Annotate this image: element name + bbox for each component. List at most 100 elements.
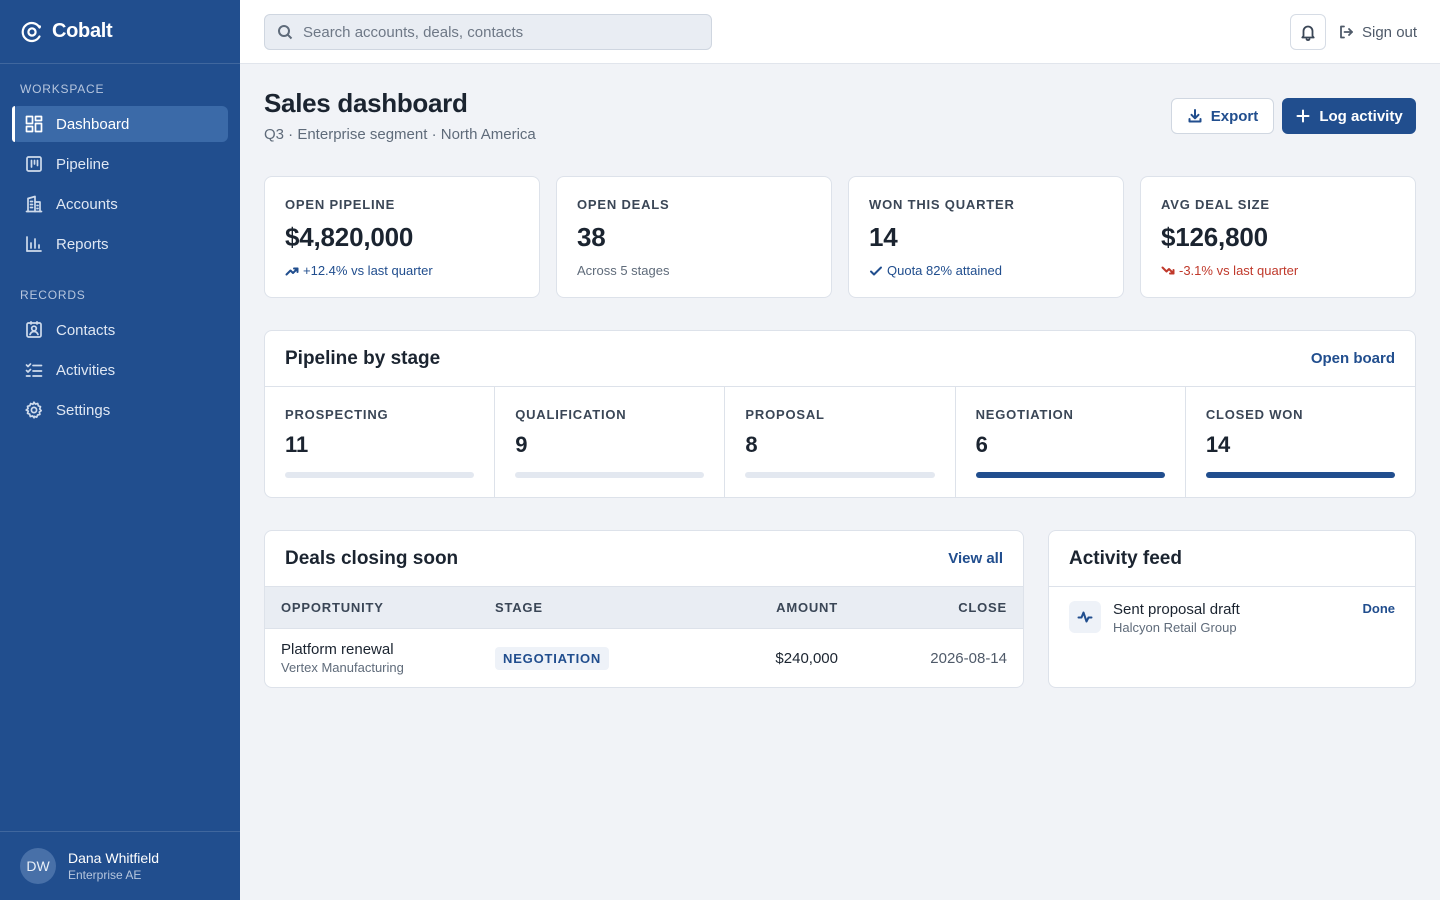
export-button[interactable]: Export: [1171, 98, 1274, 134]
notifications-button[interactable]: [1290, 14, 1326, 50]
pipeline-panel-header: Pipeline by stage Open board: [265, 331, 1415, 387]
stage-label: NEGOTIATION: [975, 407, 1074, 422]
page-subtitle: Q3 · Enterprise segment · North America: [264, 126, 536, 143]
page-title: Sales dashboard: [264, 88, 468, 118]
kpi-label: WON THIS QUARTER: [869, 197, 1015, 212]
building-icon: [24, 194, 44, 214]
download-icon: [1188, 109, 1202, 123]
kpi-note: -3.1% vs last quarter: [1161, 263, 1395, 278]
stage-count: 11: [285, 432, 309, 457]
stage-closed-won[interactable]: CLOSED WON 14: [1186, 387, 1415, 497]
pipeline-icon: [24, 154, 44, 174]
user-profile[interactable]: DW Dana Whitfield Enterprise AE: [0, 831, 240, 900]
sidebar-item-dashboard[interactable]: Dashboard: [12, 106, 228, 142]
sidebar-item-label: Reports: [56, 235, 109, 253]
stage-label: PROPOSAL: [745, 407, 825, 422]
kpi-note-text: +12.4% vs last quarter: [303, 263, 433, 278]
stage-bar: [285, 472, 475, 478]
sidebar: Cobalt WORKSPACE Dashboard Pipeline Acco…: [0, 0, 240, 900]
stage-negotiation[interactable]: NEGOTIATION 6: [956, 387, 1186, 497]
stage-bar: [1205, 472, 1396, 478]
dashboard-icon: [24, 114, 44, 134]
sidebar-item-reports[interactable]: Reports: [12, 226, 228, 262]
user-name: Dana Whitfield: [68, 850, 160, 866]
stage-count: 9: [515, 432, 528, 457]
kpi-note: Across 5 stages: [577, 263, 811, 278]
log-activity-button[interactable]: Log activity: [1282, 98, 1416, 134]
stage-badge: NEGOTIATION: [495, 646, 610, 670]
kpi-value: $126,800: [1161, 222, 1268, 252]
table-row[interactable]: Platform renewal Vertex Manufacturing NE…: [265, 628, 1023, 687]
column-header-amount[interactable]: AMOUNT: [675, 587, 838, 629]
sidebar-item-settings[interactable]: Settings: [12, 392, 228, 428]
kpi-card-won-this-quarter: WON THIS QUARTER 14 Quota 82% attained: [848, 176, 1124, 298]
stage-label: QUALIFICATION: [515, 407, 627, 422]
stage-bar: [745, 472, 935, 478]
sidebar-item-label: Pipeline: [56, 155, 110, 173]
sign-out-button[interactable]: Sign out: [1338, 20, 1417, 44]
cell-close-date: 2026-08-14: [930, 649, 1007, 667]
kpi-card-open-deals: OPEN DEALS 38 Across 5 stages: [556, 176, 832, 298]
activity-pulse-icon: [1069, 601, 1101, 633]
deals-panel-header: Deals closing soon View all: [265, 531, 1023, 587]
brand[interactable]: Cobalt: [0, 0, 240, 64]
column-header-close[interactable]: CLOSE: [838, 587, 1023, 629]
sidebar-item-label: Activities: [56, 361, 116, 379]
stage-count: 8: [745, 432, 758, 457]
stage-prospecting[interactable]: PROSPECTING 11: [265, 387, 496, 497]
column-header-opportunity[interactable]: OPPORTUNITY: [265, 587, 495, 629]
sidebar-item-accounts[interactable]: Accounts: [12, 186, 228, 222]
kpi-note-text: Quota 82% attained: [887, 263, 1002, 278]
stage-qualification[interactable]: QUALIFICATION 9: [495, 387, 726, 497]
contact-card-icon: [24, 320, 44, 340]
stage-proposal[interactable]: PROPOSAL 8: [725, 387, 956, 497]
search-icon: [278, 25, 293, 40]
bar-chart-icon: [24, 234, 44, 254]
check-icon: [870, 266, 882, 275]
avatar: DW: [20, 848, 56, 884]
kpi-note-text: Across 5 stages: [577, 263, 670, 278]
brand-name: Cobalt: [52, 20, 113, 42]
opportunity-name[interactable]: Platform renewal: [281, 641, 394, 659]
stage-label: PROSPECTING: [285, 407, 389, 422]
open-board-link[interactable]: Open board: [1310, 350, 1395, 367]
search-box[interactable]: [264, 14, 712, 50]
kpi-card-open-pipeline: OPEN PIPELINE $4,820,000 +12.4% vs last …: [264, 176, 540, 298]
feed-item-account: Halcyon Retail Group: [1113, 620, 1237, 635]
feed-item-title: Sent proposal draft: [1113, 601, 1240, 618]
activity-feed-title: Activity feed: [1069, 547, 1182, 569]
activity-feed-header: Activity feed: [1049, 531, 1415, 587]
bell-icon: [1301, 25, 1315, 41]
nav-section-workspace: WORKSPACE: [20, 82, 105, 96]
pipeline-panel: Pipeline by stage Open board PROSPECTING…: [264, 330, 1416, 498]
column-header-stage[interactable]: STAGE: [495, 587, 675, 629]
sidebar-item-pipeline[interactable]: Pipeline: [12, 146, 228, 182]
kpi-label: OPEN PIPELINE: [285, 197, 396, 212]
kpi-note-text: -3.1% vs last quarter: [1179, 263, 1299, 278]
list-item[interactable]: Sent proposal draft Halcyon Retail Group…: [1049, 587, 1415, 649]
search-input[interactable]: [303, 23, 703, 41]
sign-out-label: Sign out: [1362, 23, 1418, 41]
kpi-value: 14: [869, 222, 898, 252]
feed-item-status: Done: [1362, 601, 1396, 616]
sidebar-item-label: Contacts: [56, 321, 116, 339]
sidebar-item-label: Dashboard: [56, 115, 130, 133]
cell-amount: $240,000: [775, 649, 838, 667]
sidebar-item-activities[interactable]: Activities: [12, 352, 228, 388]
pipeline-stages: PROSPECTING 11 QUALIFICATION 9 PROPOSAL …: [265, 387, 1415, 497]
deals-panel-title: Deals closing soon: [285, 547, 459, 569]
sidebar-item-label: Settings: [56, 401, 111, 419]
feed-item-text: Sent proposal draft Halcyon Retail Group: [1113, 601, 1240, 635]
kpi-label: AVG DEAL SIZE: [1161, 197, 1270, 212]
nav-list-workspace: Dashboard Pipeline Accounts Reports: [0, 106, 240, 262]
sidebar-item-contacts[interactable]: Contacts: [12, 312, 228, 348]
gear-icon: [24, 400, 44, 420]
sign-out-icon: [1340, 25, 1353, 39]
view-all-link[interactable]: View all: [948, 550, 1003, 567]
nav-section-records: RECORDS: [20, 288, 86, 302]
table-header-row: OPPORTUNITY STAGE AMOUNT CLOSE: [265, 587, 1023, 629]
checklist-icon: [24, 360, 44, 380]
stage-bar: [975, 472, 1165, 478]
trend-up-icon: [285, 267, 299, 275]
kpi-label: OPEN DEALS: [577, 197, 670, 212]
